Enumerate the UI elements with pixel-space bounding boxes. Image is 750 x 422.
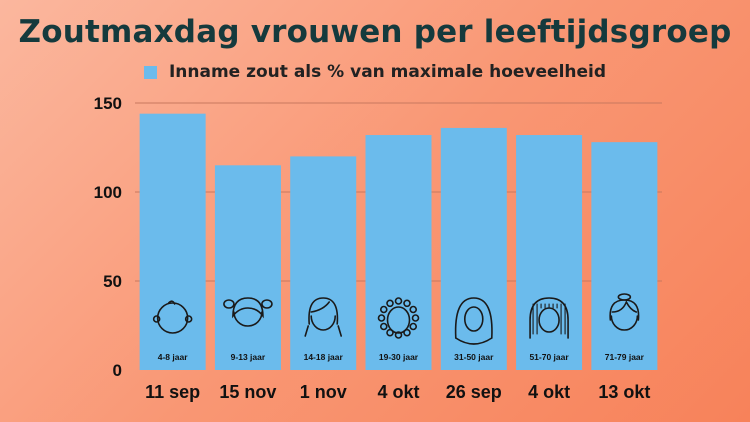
teen-girl-icon bbox=[304, 297, 343, 337]
age-group-label: 19-30 jaar bbox=[379, 352, 419, 362]
age-group-label: 51-70 jaar bbox=[529, 352, 569, 362]
x-tick-label: 26 sep bbox=[446, 382, 502, 402]
chart-title: Zoutmaxdag vrouwen per leeftijdsgroep bbox=[18, 14, 732, 50]
age-group-label: 9-13 jaar bbox=[231, 352, 266, 362]
x-tick-label: 13 okt bbox=[598, 382, 650, 402]
y-tick-label: 50 bbox=[103, 272, 122, 291]
legend-label: Inname zout als % van maximale hoeveelhe… bbox=[168, 62, 607, 82]
x-tick-label: 4 okt bbox=[528, 382, 570, 402]
x-tick-label: 11 sep bbox=[145, 382, 200, 402]
braided-hair-woman-icon bbox=[529, 297, 569, 339]
baby-face-icon bbox=[152, 300, 193, 334]
headscarf-woman-icon bbox=[454, 297, 493, 345]
legend-swatch bbox=[143, 65, 157, 79]
y-tick-label: 0 bbox=[113, 361, 122, 380]
legend: Inname zout als % van maximale hoeveelhe… bbox=[0, 62, 750, 82]
x-tick-label: 1 nov bbox=[300, 382, 347, 402]
age-group-label: 71-79 jaar bbox=[605, 352, 645, 362]
curly-hair-woman-icon bbox=[377, 297, 420, 339]
age-group-label: 31-50 jaar bbox=[454, 352, 494, 362]
bar[interactable] bbox=[214, 165, 281, 370]
x-tick-label: 4 okt bbox=[377, 382, 419, 402]
bar[interactable] bbox=[290, 156, 357, 370]
y-tick-label: 150 bbox=[94, 94, 122, 113]
bar[interactable] bbox=[516, 135, 583, 370]
age-group-label: 14-18 jaar bbox=[304, 352, 344, 362]
bar[interactable] bbox=[139, 113, 206, 371]
bar[interactable] bbox=[440, 127, 507, 370]
y-tick-label: 100 bbox=[94, 183, 122, 202]
bun-hair-woman-icon bbox=[609, 293, 640, 331]
bar[interactable] bbox=[365, 135, 432, 370]
girl-pigtails-icon bbox=[223, 297, 273, 327]
age-group-label: 4-8 jaar bbox=[158, 352, 188, 362]
bar[interactable] bbox=[591, 142, 658, 370]
x-tick-label: 15 nov bbox=[219, 382, 276, 402]
